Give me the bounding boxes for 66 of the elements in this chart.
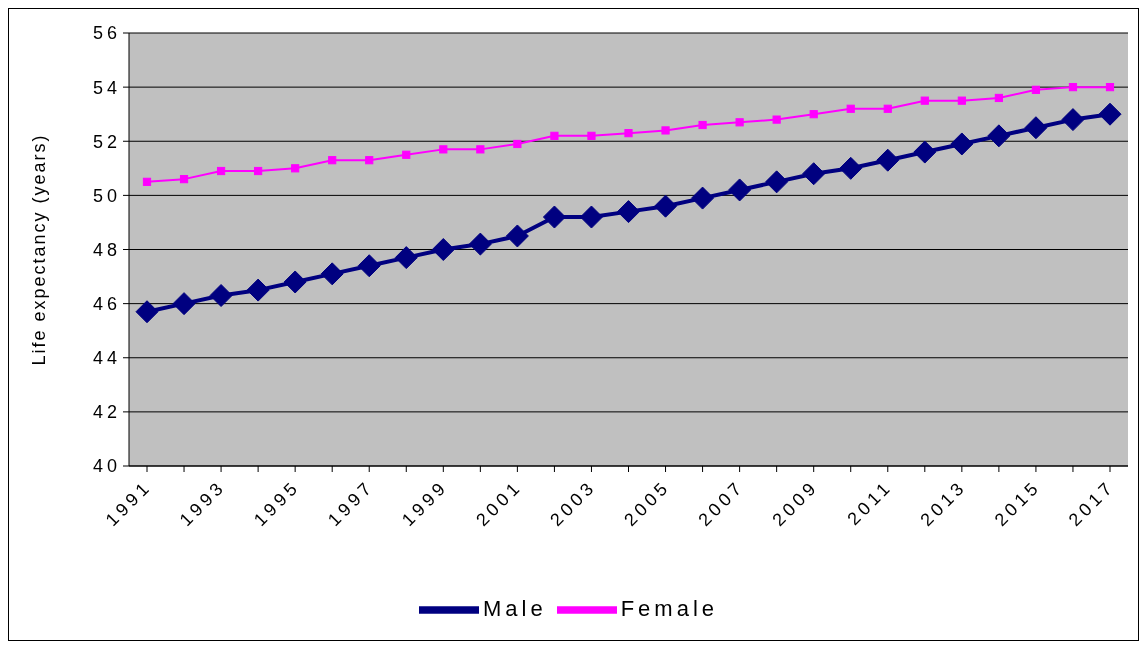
point bbox=[357, 254, 381, 278]
legend-label: Female bbox=[620, 595, 719, 621]
point bbox=[1024, 116, 1048, 140]
legend-label: Male bbox=[482, 595, 547, 621]
point bbox=[1031, 85, 1041, 94]
y-tick-label: 46 bbox=[92, 294, 121, 315]
point bbox=[216, 166, 226, 176]
point bbox=[839, 156, 863, 180]
point bbox=[802, 162, 826, 186]
point bbox=[1105, 83, 1115, 92]
point bbox=[624, 129, 633, 138]
point bbox=[209, 284, 233, 308]
y-tick-label: 44 bbox=[92, 348, 121, 369]
point bbox=[661, 126, 670, 135]
point bbox=[957, 96, 966, 105]
point bbox=[254, 166, 263, 176]
point bbox=[328, 156, 337, 165]
point bbox=[772, 115, 781, 124]
point bbox=[402, 150, 411, 159]
point bbox=[135, 300, 159, 324]
y-axis-title: Life expectancy (years) bbox=[29, 133, 50, 366]
point bbox=[950, 132, 974, 156]
point bbox=[172, 292, 196, 316]
y-tick-label: 42 bbox=[92, 402, 121, 423]
point bbox=[542, 205, 566, 229]
point bbox=[587, 131, 596, 140]
point bbox=[579, 205, 603, 229]
point bbox=[691, 186, 715, 210]
point bbox=[179, 175, 189, 184]
point bbox=[698, 120, 707, 130]
point bbox=[476, 145, 485, 154]
point bbox=[431, 238, 455, 261]
point bbox=[654, 194, 678, 218]
point bbox=[876, 148, 900, 172]
point bbox=[617, 200, 640, 224]
point bbox=[365, 156, 374, 165]
point bbox=[246, 278, 270, 302]
point bbox=[913, 140, 937, 164]
y-tick-label: 52 bbox=[92, 131, 121, 152]
y-tick-label: 54 bbox=[92, 77, 121, 98]
point bbox=[505, 224, 529, 248]
point bbox=[468, 232, 492, 256]
y-tick-label: 56 bbox=[92, 23, 121, 44]
y-tick-label: 48 bbox=[92, 239, 121, 260]
point bbox=[846, 104, 855, 113]
point bbox=[994, 93, 1003, 103]
point bbox=[439, 145, 448, 154]
point bbox=[728, 178, 752, 202]
point bbox=[513, 139, 522, 149]
point bbox=[320, 262, 344, 286]
point bbox=[1068, 83, 1078, 92]
point bbox=[987, 124, 1011, 148]
point bbox=[809, 110, 818, 119]
point bbox=[1098, 102, 1122, 126]
point bbox=[291, 164, 300, 173]
point bbox=[142, 177, 152, 186]
point bbox=[735, 118, 744, 127]
y-tick-label: 50 bbox=[92, 185, 121, 206]
point bbox=[1061, 108, 1085, 132]
point bbox=[920, 96, 929, 105]
point bbox=[765, 170, 789, 194]
y-tick-label: 40 bbox=[92, 456, 121, 477]
point bbox=[283, 270, 307, 294]
point bbox=[394, 246, 418, 270]
point bbox=[550, 131, 559, 140]
point bbox=[883, 104, 892, 113]
